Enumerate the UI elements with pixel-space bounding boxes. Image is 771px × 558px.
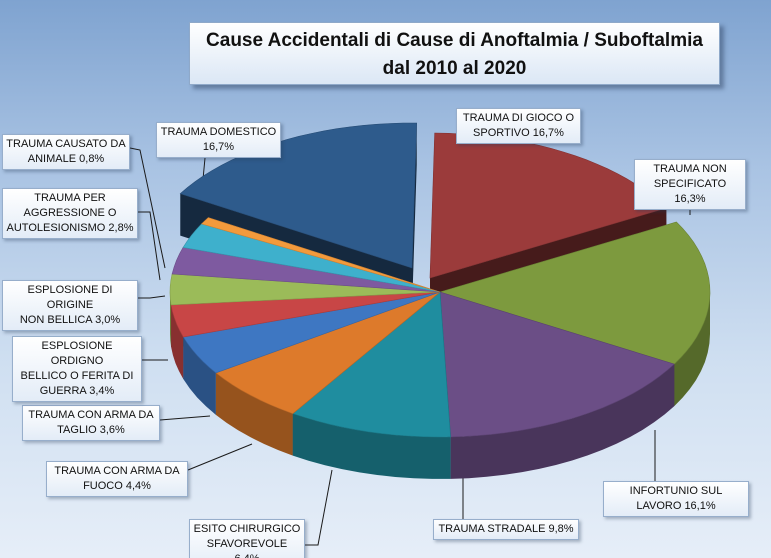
- slice-label-value: 9,8%: [548, 523, 574, 535]
- slice-label-value: 3,6%: [99, 424, 125, 436]
- slice-label-1: TRAUMA NON SPECIFICATO 16,3%: [634, 159, 746, 210]
- slice-label-name: TRAUMA CON ARMA DA FUOCO: [54, 465, 180, 492]
- pie-slice-2: [439, 291, 675, 438]
- slice-label-name: ESPLOSIONE DI ORIGINE NON BELLICA: [19, 284, 113, 326]
- slice-side-3: [292, 413, 451, 479]
- pie-slice-6: [170, 291, 441, 338]
- leader-line-9: [138, 211, 161, 281]
- slice-label-5: TRAUMA CON ARMA DA FUOCO 4,4%: [46, 461, 188, 497]
- pie-slice-3: [292, 291, 451, 438]
- pie-slice-10: [201, 217, 441, 293]
- slice-label-0: TRAUMA DI GIOCO O SPORTIVO 16,7%: [456, 108, 581, 144]
- slice-label-name: TRAUMA PER AGGRESSIONE O AUTOLESIONISMO: [6, 192, 117, 234]
- slice-label-3: TRAUMA STRADALE 9,8%: [433, 519, 579, 540]
- pie-slice-1: [438, 221, 711, 365]
- chart-title-text: Cause Accidentali di Cause di Anoftalmia…: [206, 30, 703, 79]
- slice-label-name: TRAUMA CAUSATO DA ANIMALE: [6, 138, 126, 165]
- slice-label-value: 2,8%: [108, 222, 134, 234]
- pie-slice-4: [215, 291, 441, 414]
- leader-line-5: [187, 443, 253, 471]
- slice-label-name: ESITO CHIRURGICO SFAVOREVOLE: [193, 523, 301, 550]
- slice-label-4: ESITO CHIRURGICO SFAVOREVOLE 6,4%: [189, 519, 305, 558]
- slice-label-value: 0,8%: [79, 153, 105, 165]
- slice-label-value: 16,3%: [674, 193, 706, 205]
- slice-label-value: 4,4%: [125, 480, 151, 492]
- slice-label-value: 16,1%: [684, 500, 716, 512]
- slice-label-value: 16,7%: [202, 141, 235, 153]
- slice-label-11: TRAUMA DOMESTICO 16,7%: [156, 122, 281, 158]
- slice-side-7: [170, 292, 172, 347]
- slice-label-name: TRAUMA STRADALE: [438, 523, 546, 535]
- slice-label-2: INFORTUNIO SUL LAVORO 16,1%: [603, 481, 749, 517]
- slice-label-name: TRAUMA CON ARMA DA TAGLIO: [28, 409, 154, 436]
- slice-label-7: ESPLOSIONE ORDIGNO BELLICO O FERITA DI G…: [12, 336, 142, 402]
- slice-label-8: ESPLOSIONE DI ORIGINE NON BELLICA 3,0%: [2, 280, 138, 331]
- chart-title: Cause Accidentali di Cause di Anoftalmia…: [189, 22, 720, 85]
- slice-label-6: TRAUMA CON ARMA DA TAGLIO 3,6%: [22, 405, 160, 441]
- slice-side-4: [215, 372, 293, 456]
- slice-label-value: 16,7%: [532, 127, 564, 139]
- slice-label-name: TRAUMA NON SPECIFICATO: [653, 163, 727, 190]
- leader-line-4: [305, 469, 333, 546]
- leader-line-6: [159, 415, 211, 421]
- leader-line-8: [138, 295, 166, 299]
- slice-label-9: TRAUMA PER AGGRESSIONE O AUTOLESIONISMO …: [2, 188, 138, 239]
- slice-label-name: INFORTUNIO SUL LAVORO: [629, 485, 723, 512]
- leader-lines: [129, 144, 691, 546]
- slice-label-10: TRAUMA CAUSATO DA ANIMALE 0,8%: [2, 134, 130, 170]
- slice-side-6: [171, 304, 184, 379]
- slice-label-name: TRAUMA DOMESTICO: [160, 126, 277, 138]
- slice-side-1: [674, 292, 710, 407]
- leader-line-10: [129, 147, 166, 269]
- slice-label-value: 6,4%: [234, 553, 259, 558]
- slice-label-name: ESPLOSIONE ORDIGNO BELLICO O FERITA DI G…: [20, 340, 134, 397]
- slice-label-name: TRAUMA DI GIOCO O SPORTIVO: [462, 112, 575, 139]
- slice-label-value: 3,0%: [95, 314, 121, 326]
- pie-slices: [169, 122, 711, 438]
- slice-side-5: [183, 337, 216, 415]
- pie-slice-5: [182, 291, 441, 374]
- slice-label-value: 3,4%: [89, 385, 115, 397]
- slice-side-2: [450, 364, 675, 479]
- slice-wall-11: [412, 123, 417, 310]
- pie-slice-7: [169, 273, 441, 306]
